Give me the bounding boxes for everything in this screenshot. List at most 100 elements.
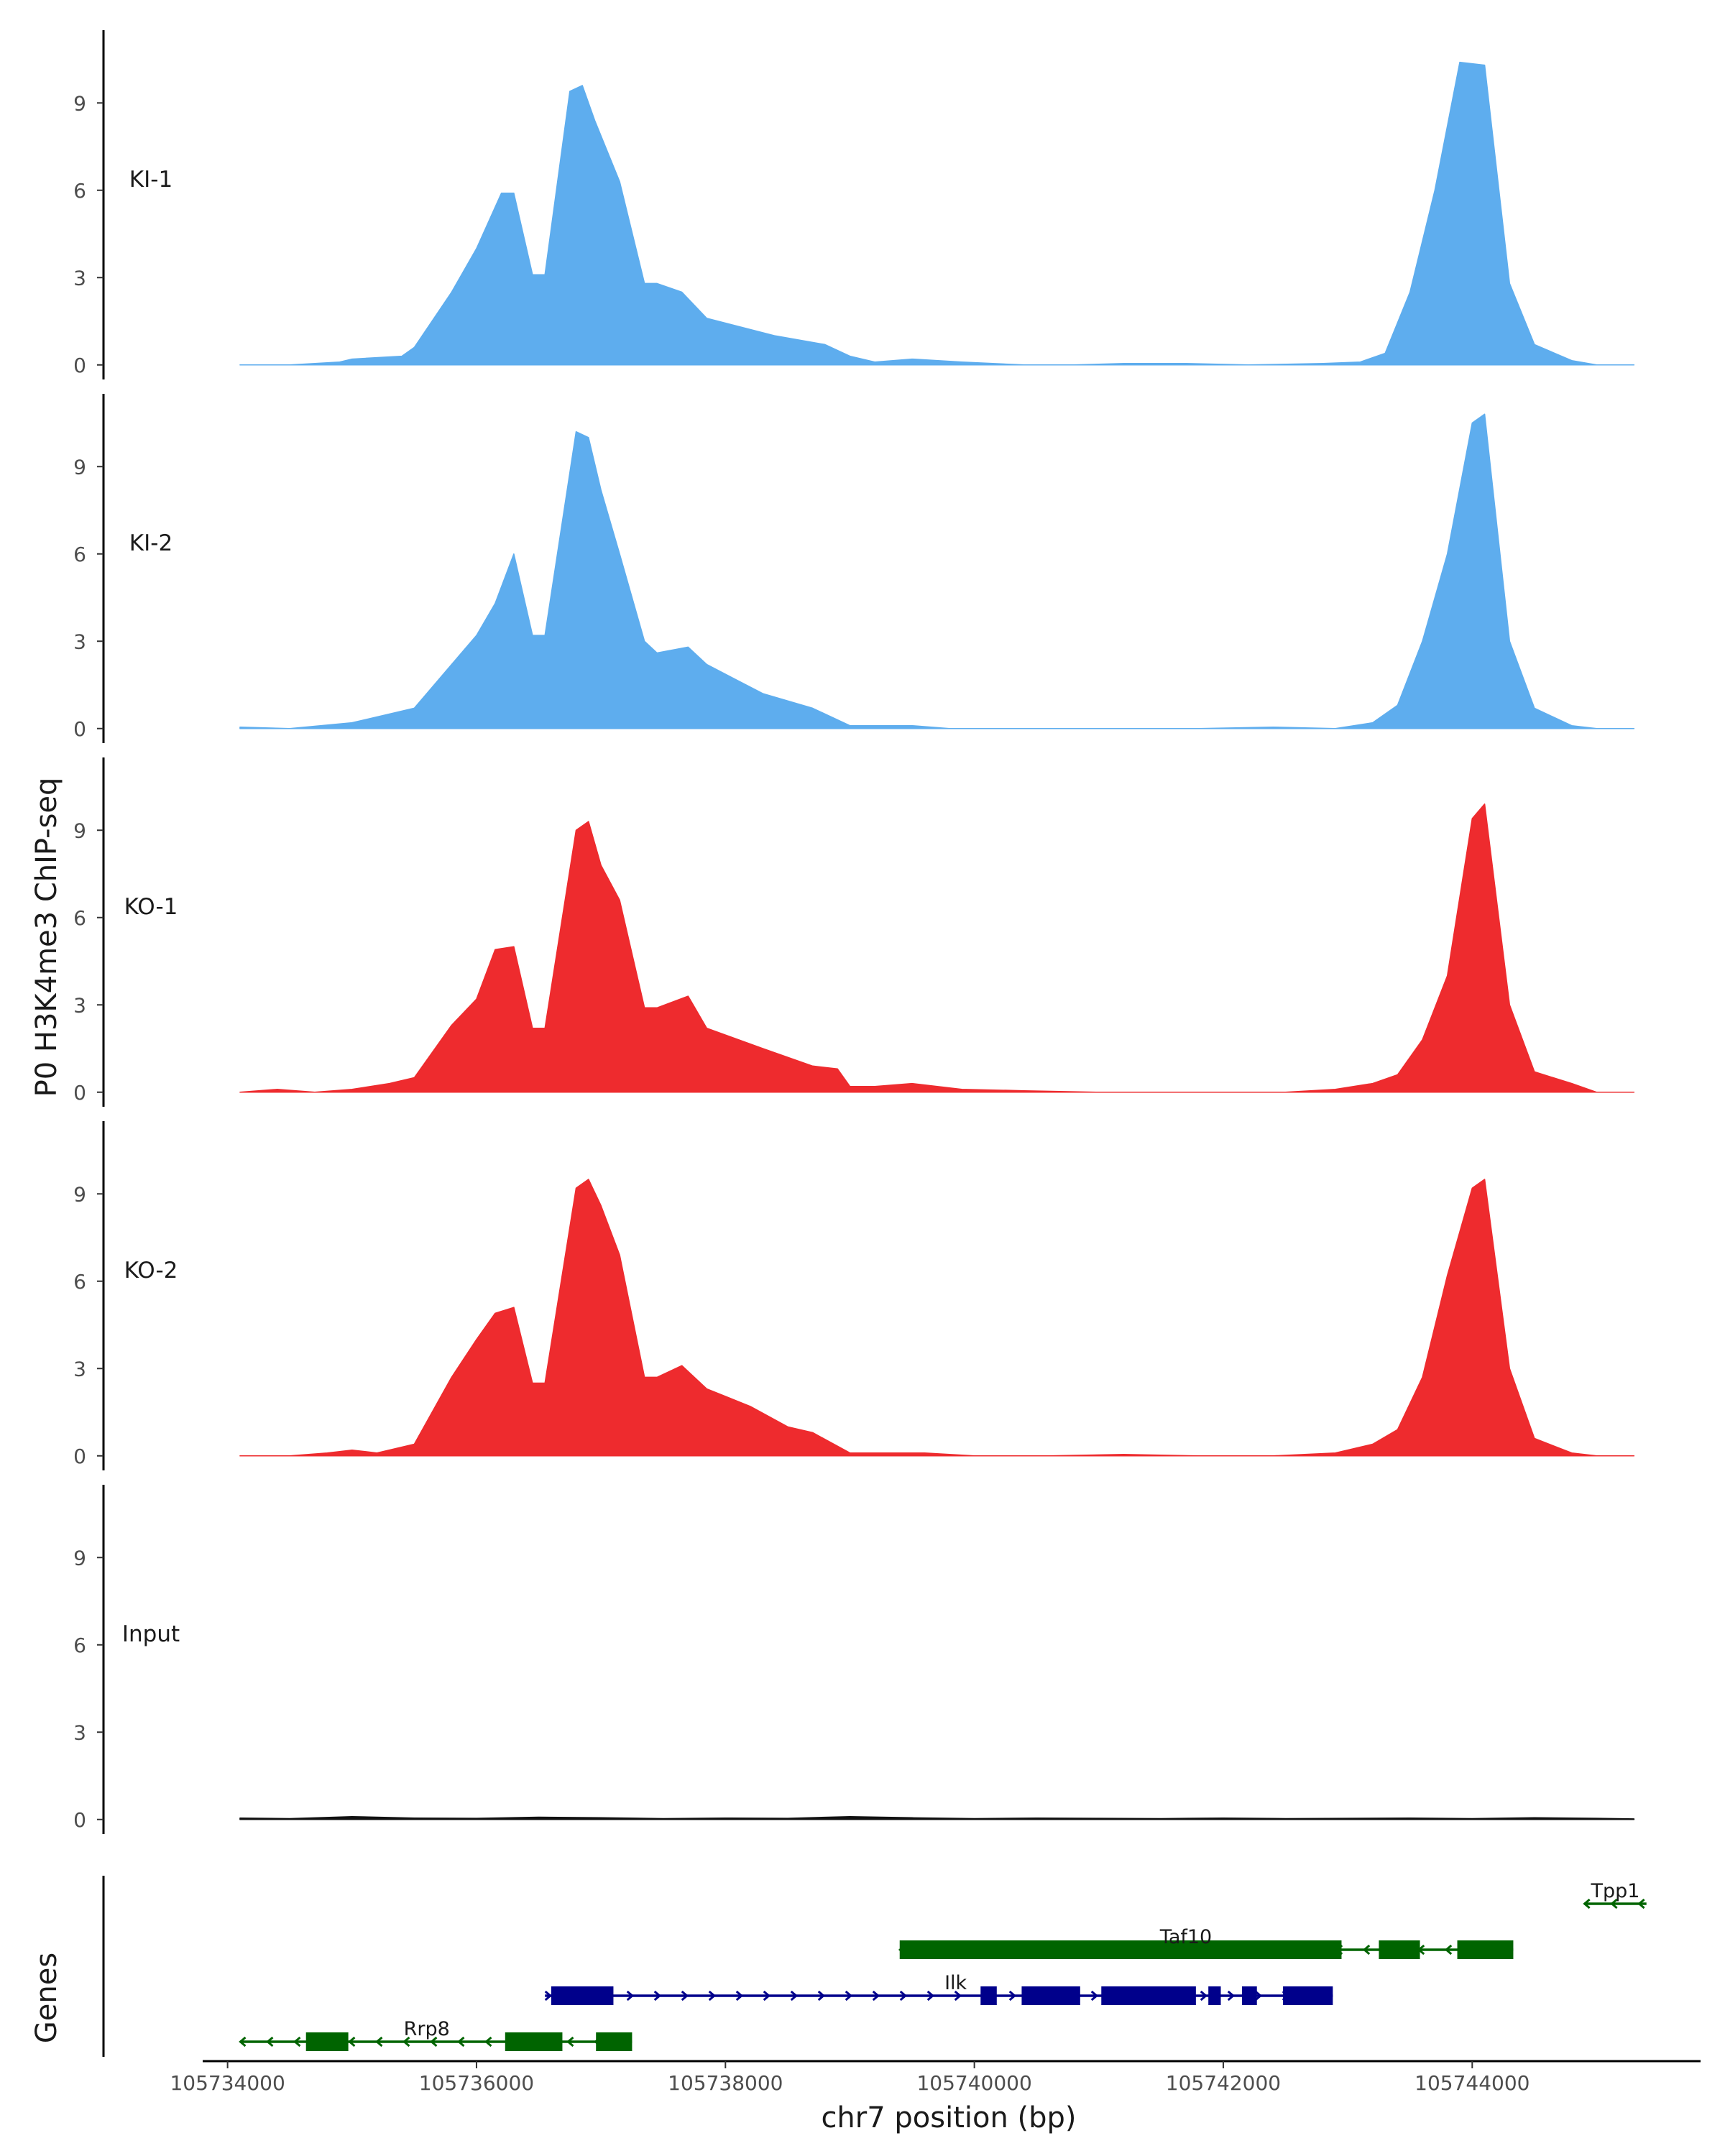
track-label: KO-2 bbox=[124, 1258, 178, 1284]
coverage-area bbox=[239, 803, 1635, 1093]
x-tick-label: 105736000 bbox=[419, 2071, 534, 2095]
x-axis-title: chr7 position (bp) bbox=[821, 2101, 1076, 2134]
x-tick-label: 105738000 bbox=[668, 2071, 783, 2095]
strand-arrow bbox=[239, 2036, 247, 2047]
strand-arrow bbox=[1254, 1990, 1263, 2001]
track-label: Input bbox=[122, 1621, 180, 1647]
x-tick-label: 105742000 bbox=[1166, 2071, 1281, 2095]
strand-arrow bbox=[1362, 1944, 1371, 1955]
strand-arrow bbox=[1583, 1898, 1591, 1909]
y-tick-label: 3 bbox=[73, 266, 86, 290]
strand-arrow bbox=[544, 1990, 553, 2001]
y-tick-label: 0 bbox=[73, 717, 86, 741]
gene-name-label: Ilk bbox=[944, 1972, 967, 1994]
y-tick-label: 0 bbox=[73, 354, 86, 377]
gene-exon-block bbox=[305, 2032, 349, 2051]
gene-name-label: Taf10 bbox=[1159, 1926, 1212, 1948]
track-label: KI-2 bbox=[129, 530, 172, 556]
track-ko-1: 0 3 6 9 KO-1 bbox=[73, 757, 1635, 1107]
y-tick-label: 3 bbox=[73, 993, 86, 1017]
gene-exon-block bbox=[1241, 1986, 1257, 2005]
gene-ilk: Ilk bbox=[544, 1972, 1333, 2005]
coverage-area bbox=[239, 1815, 1635, 1820]
gene-exon-block bbox=[1283, 1986, 1333, 2005]
gene-taf10: Taf10 bbox=[898, 1926, 1514, 1959]
strand-arrow bbox=[1200, 1990, 1208, 2001]
strand-arrow bbox=[735, 1990, 744, 2001]
strand-arrow bbox=[845, 1990, 853, 2001]
y-tick-label: 0 bbox=[73, 1808, 86, 1832]
gene-rrp8: Rrp8 bbox=[239, 2018, 632, 2051]
strand-arrow bbox=[266, 2036, 274, 2047]
y-tick-label: 9 bbox=[73, 1182, 86, 1206]
y-tick-label: 6 bbox=[73, 543, 86, 566]
gene-exon-block bbox=[1021, 1986, 1080, 2005]
strand-arrow bbox=[653, 1990, 662, 2001]
strand-arrow bbox=[375, 2036, 383, 2047]
y-tick-label: 9 bbox=[73, 91, 86, 115]
gene-name-label: Tpp1 bbox=[1590, 1880, 1639, 1902]
y-tick-label: 6 bbox=[73, 179, 86, 203]
coverage-area bbox=[239, 61, 1635, 366]
strand-arrow bbox=[484, 2036, 492, 2047]
strand-arrow bbox=[457, 2036, 465, 2047]
strand-arrow bbox=[566, 2036, 574, 2047]
y-tick-label: 0 bbox=[73, 1081, 86, 1105]
y-tick-label: 6 bbox=[73, 1270, 86, 1294]
gene-exon-block bbox=[551, 1986, 614, 2005]
strand-arrow bbox=[926, 1990, 935, 2001]
strand-arrow bbox=[1637, 1898, 1645, 1909]
strand-arrow bbox=[293, 2036, 301, 2047]
track-label: KO-1 bbox=[124, 894, 178, 920]
gene-exon-block bbox=[1457, 1940, 1514, 1959]
gene-exon-block bbox=[980, 1986, 997, 2005]
strand-arrow bbox=[430, 2036, 438, 2047]
gene-name-label: Rrp8 bbox=[404, 2018, 450, 2040]
strand-arrow bbox=[1227, 1990, 1236, 2001]
strand-arrow bbox=[681, 1990, 689, 2001]
y-tick-label: 6 bbox=[73, 906, 86, 930]
y-tick-label: 3 bbox=[73, 630, 86, 653]
y-tick-label: 9 bbox=[73, 819, 86, 842]
gene-exon-block bbox=[1208, 1986, 1221, 2005]
strand-arrow bbox=[763, 1990, 771, 2001]
genes-panel: Tpp1 Taf10 Ilk Rrp8 bbox=[102, 1876, 1647, 2057]
strand-arrow bbox=[1008, 1990, 1017, 2001]
strand-arrow bbox=[1444, 1944, 1453, 1955]
gene-exon-block bbox=[1379, 1940, 1420, 1959]
y-tick-label: 3 bbox=[73, 1720, 86, 1744]
gene-exon-block bbox=[505, 2032, 563, 2051]
strand-arrow bbox=[899, 1990, 908, 2001]
strand-arrow bbox=[402, 2036, 410, 2047]
y-tick-label: 9 bbox=[73, 455, 86, 479]
genes-axis-title: Genes bbox=[30, 1953, 63, 2043]
strand-arrow bbox=[817, 1990, 826, 2001]
gene-tpp1: Tpp1 bbox=[1583, 1880, 1647, 1909]
strand-arrow bbox=[348, 2036, 356, 2047]
track-input: 0 3 6 9 Input bbox=[73, 1485, 1635, 1834]
strand-arrow bbox=[708, 1990, 717, 2001]
track-label: KI-1 bbox=[129, 167, 172, 193]
gene-exon-block bbox=[596, 2032, 632, 2051]
coverage-tracks: 0 3 6 9 KI-1 0 3 6 9 KI-2 0 3 6 9 KO-1 0 3 6 9 KO-2 0 3 6 9 Inpu… bbox=[73, 30, 1635, 1834]
coverage-area bbox=[239, 1179, 1635, 1457]
track-ki-1: 0 3 6 9 KI-1 bbox=[73, 30, 1635, 379]
strand-arrow bbox=[1610, 1898, 1618, 1909]
strand-arrow bbox=[626, 1990, 635, 2001]
gene-exon-block bbox=[899, 1940, 1342, 1959]
y-axis-title: P0 H3K4me3 ChIP-seq bbox=[30, 778, 63, 1097]
y-tick-label: 9 bbox=[73, 1546, 86, 1570]
strand-arrow bbox=[1090, 1990, 1099, 2001]
y-tick-label: 3 bbox=[73, 1357, 86, 1381]
coverage-area bbox=[239, 413, 1635, 729]
strand-arrow bbox=[790, 1990, 799, 2001]
x-axis: 105734000 105736000 105738000 105740000 1057… bbox=[170, 2060, 1701, 2095]
x-tick-label: 105734000 bbox=[170, 2071, 285, 2095]
track-ki-2: 0 3 6 9 KI-2 bbox=[73, 394, 1635, 743]
x-tick-label: 105740000 bbox=[916, 2071, 1031, 2095]
x-tick-label: 105744000 bbox=[1414, 2071, 1530, 2095]
y-tick-label: 6 bbox=[73, 1634, 86, 1657]
y-tick-label: 0 bbox=[73, 1445, 86, 1468]
strand-arrow bbox=[872, 1990, 880, 2001]
